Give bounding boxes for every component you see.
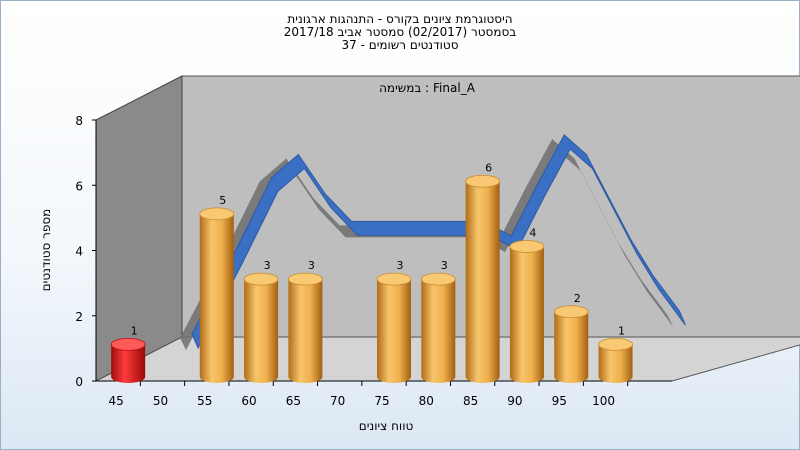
bar-top <box>509 240 545 253</box>
bar-value-label: 6 <box>485 161 492 174</box>
bar-top <box>110 337 146 351</box>
y-tick-label: 4 <box>75 245 83 259</box>
bar-value-label: 4 <box>529 227 536 240</box>
bar-body <box>377 279 411 383</box>
bar-body <box>244 279 279 383</box>
bar-body <box>199 213 234 383</box>
bar-value-label: 5 <box>219 194 226 207</box>
x-tick-label: 65 <box>286 394 301 408</box>
bar-value-label: 1 <box>131 324 138 337</box>
x-tick-label: 90 <box>507 394 522 408</box>
x-tick-label: 100 <box>592 394 615 408</box>
x-tick-label: 55 <box>197 394 212 408</box>
bar <box>509 240 545 384</box>
bar <box>376 272 412 383</box>
x-tick-label: 80 <box>419 394 434 408</box>
bar <box>243 272 279 383</box>
bar <box>465 174 501 383</box>
x-tick-label: 75 <box>374 394 389 408</box>
bar-value-label: 3 <box>264 259 271 272</box>
bar-top <box>287 272 323 286</box>
bar-top <box>553 305 589 319</box>
bar <box>110 337 146 383</box>
x-tick-label: 45 <box>109 394 124 408</box>
bar <box>420 272 456 383</box>
distribution-curve <box>191 134 686 350</box>
bar <box>287 272 323 383</box>
y-tick-label: 6 <box>75 179 83 193</box>
x-tick-label: 60 <box>241 394 256 408</box>
bar-value-label: 1 <box>618 324 625 337</box>
bar-body <box>421 279 456 383</box>
bar <box>598 337 633 383</box>
bar-body <box>465 181 500 383</box>
y-tick-label: 0 <box>75 375 83 389</box>
bar <box>553 305 589 383</box>
bar <box>199 207 235 383</box>
x-axis-label: טווח ציונים <box>359 419 414 433</box>
left-wall <box>95 75 183 382</box>
bar-top <box>465 174 501 188</box>
bar-body <box>509 246 544 384</box>
x-tick-label: 50 <box>153 394 168 408</box>
chart-title-line-3: סטודנטים רשומים - 37 <box>341 38 459 52</box>
bar-top <box>420 272 456 286</box>
chart-title-line-2: בסמסטר (02/2017) סמסטר אביב 2017/18 <box>283 25 517 39</box>
task-annotation: במשימה : Final_A <box>379 81 476 95</box>
bar-value-label: 3 <box>397 259 404 272</box>
bar-value-label: 3 <box>308 259 315 272</box>
bar-top <box>376 272 412 286</box>
bar-top <box>598 337 633 351</box>
bar-value-label: 2 <box>574 292 581 305</box>
bar-top <box>243 272 279 286</box>
bar-body <box>288 279 323 383</box>
x-tick-label: 70 <box>330 394 345 408</box>
y-axis-label: מספר סטודנטים <box>39 209 53 292</box>
bar-body <box>598 344 633 383</box>
bar-value-label: 3 <box>441 259 448 272</box>
bar-top <box>199 207 235 221</box>
x-tick-label: 95 <box>552 394 567 408</box>
y-tick-label: 8 <box>75 114 83 128</box>
x-tick-label: 85 <box>463 394 478 408</box>
bar-body <box>554 311 589 383</box>
bar-body <box>111 344 146 383</box>
y-tick-label: 2 <box>75 310 83 324</box>
chart-title-line-1: היסטוגרמת ציונים בקורס - התנהגות ארגונית <box>287 12 513 26</box>
